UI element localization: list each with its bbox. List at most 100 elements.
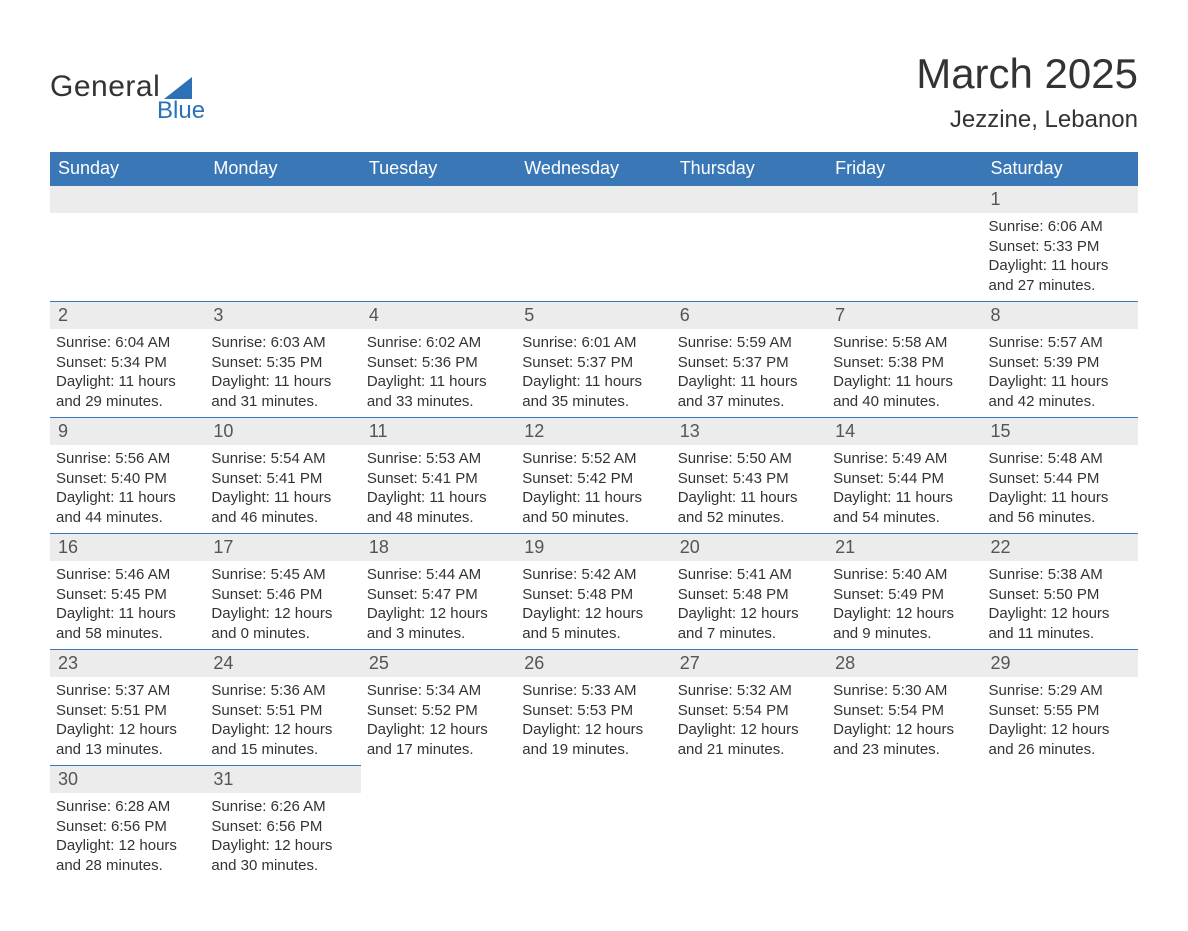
sunset-text: Sunset: 5:52 PM: [367, 701, 508, 721]
day-details: Sunrise: 5:36 AMSunset: 5:51 PMDaylight:…: [205, 677, 360, 765]
calendar-cell: 21Sunrise: 5:40 AMSunset: 5:49 PMDayligh…: [827, 534, 982, 650]
sunrise-text: Sunrise: 5:50 AM: [678, 449, 819, 469]
calendar-cell: 2Sunrise: 6:04 AMSunset: 5:34 PMDaylight…: [50, 302, 205, 418]
calendar-week-row: 30Sunrise: 6:28 AMSunset: 6:56 PMDayligh…: [50, 766, 1138, 882]
day-number-empty: [672, 186, 827, 213]
sunset-text: Sunset: 5:44 PM: [833, 469, 974, 489]
day-details: Sunrise: 5:53 AMSunset: 5:41 PMDaylight:…: [361, 445, 516, 533]
day-number: 8: [983, 302, 1138, 329]
day-details: Sunrise: 5:45 AMSunset: 5:46 PMDaylight:…: [205, 561, 360, 649]
calendar-cell: [827, 186, 982, 302]
sunrise-text: Sunrise: 5:48 AM: [989, 449, 1130, 469]
day-number-empty: [516, 186, 671, 213]
calendar-cell: 15Sunrise: 5:48 AMSunset: 5:44 PMDayligh…: [983, 418, 1138, 534]
calendar-cell: 23Sunrise: 5:37 AMSunset: 5:51 PMDayligh…: [50, 650, 205, 766]
sunset-text: Sunset: 5:39 PM: [989, 353, 1130, 373]
day-details: Sunrise: 5:38 AMSunset: 5:50 PMDaylight:…: [983, 561, 1138, 649]
sunset-text: Sunset: 5:41 PM: [211, 469, 352, 489]
sunset-text: Sunset: 5:47 PM: [367, 585, 508, 605]
day-details: Sunrise: 5:59 AMSunset: 5:37 PMDaylight:…: [672, 329, 827, 417]
day-number: 29: [983, 650, 1138, 677]
daylight-text: Daylight: 11 hours and 27 minutes.: [989, 256, 1130, 295]
calendar-cell: 9Sunrise: 5:56 AMSunset: 5:40 PMDaylight…: [50, 418, 205, 534]
daylight-text: Daylight: 12 hours and 3 minutes.: [367, 604, 508, 643]
sunset-text: Sunset: 5:50 PM: [989, 585, 1130, 605]
day-number: 4: [361, 302, 516, 329]
sunset-text: Sunset: 5:49 PM: [833, 585, 974, 605]
day-number: 22: [983, 534, 1138, 561]
day-number: 25: [361, 650, 516, 677]
header: General Blue March 2025 Jezzine, Lebanon: [50, 50, 1138, 134]
sunrise-text: Sunrise: 5:56 AM: [56, 449, 197, 469]
sunrise-text: Sunrise: 5:45 AM: [211, 565, 352, 585]
sunrise-text: Sunrise: 6:03 AM: [211, 333, 352, 353]
daylight-text: Daylight: 11 hours and 50 minutes.: [522, 488, 663, 527]
daylight-text: Daylight: 11 hours and 46 minutes.: [211, 488, 352, 527]
day-number: 24: [205, 650, 360, 677]
day-number: 2: [50, 302, 205, 329]
calendar-cell: 17Sunrise: 5:45 AMSunset: 5:46 PMDayligh…: [205, 534, 360, 650]
day-details: Sunrise: 6:26 AMSunset: 6:56 PMDaylight:…: [205, 793, 360, 881]
daylight-text: Daylight: 12 hours and 23 minutes.: [833, 720, 974, 759]
day-details: Sunrise: 5:37 AMSunset: 5:51 PMDaylight:…: [50, 677, 205, 765]
sunrise-text: Sunrise: 5:59 AM: [678, 333, 819, 353]
sunset-text: Sunset: 5:35 PM: [211, 353, 352, 373]
month-title: March 2025: [916, 50, 1138, 98]
sunset-text: Sunset: 5:34 PM: [56, 353, 197, 373]
calendar-week-row: 1Sunrise: 6:06 AMSunset: 5:33 PMDaylight…: [50, 186, 1138, 302]
daylight-text: Daylight: 11 hours and 37 minutes.: [678, 372, 819, 411]
day-number: 17: [205, 534, 360, 561]
daylight-text: Daylight: 11 hours and 56 minutes.: [989, 488, 1130, 527]
sunrise-text: Sunrise: 6:26 AM: [211, 797, 352, 817]
day-number: 28: [827, 650, 982, 677]
calendar-cell: 1Sunrise: 6:06 AMSunset: 5:33 PMDaylight…: [983, 186, 1138, 302]
sunrise-text: Sunrise: 5:41 AM: [678, 565, 819, 585]
calendar-cell: 22Sunrise: 5:38 AMSunset: 5:50 PMDayligh…: [983, 534, 1138, 650]
calendar-cell: [672, 766, 827, 882]
day-number: 3: [205, 302, 360, 329]
sunrise-text: Sunrise: 5:37 AM: [56, 681, 197, 701]
calendar-cell: 10Sunrise: 5:54 AMSunset: 5:41 PMDayligh…: [205, 418, 360, 534]
calendar-cell: 20Sunrise: 5:41 AMSunset: 5:48 PMDayligh…: [672, 534, 827, 650]
calendar-cell: 3 Sunrise: 6:03 AMSunset: 5:35 PMDaylight…: [205, 302, 360, 418]
sunset-text: Sunset: 5:55 PM: [989, 701, 1130, 721]
sunrise-text: Sunrise: 5:30 AM: [833, 681, 974, 701]
sunset-text: Sunset: 6:56 PM: [211, 817, 352, 837]
daylight-text: Daylight: 11 hours and 31 minutes.: [211, 372, 352, 411]
daylight-text: Daylight: 12 hours and 7 minutes.: [678, 604, 819, 643]
calendar-cell: [827, 766, 982, 882]
day-details: Sunrise: 5:33 AMSunset: 5:53 PMDaylight:…: [516, 677, 671, 765]
sunrise-text: Sunrise: 6:01 AM: [522, 333, 663, 353]
sunset-text: Sunset: 5:48 PM: [522, 585, 663, 605]
day-number: 31: [205, 766, 360, 793]
calendar-cell: 12Sunrise: 5:52 AMSunset: 5:42 PMDayligh…: [516, 418, 671, 534]
sunset-text: Sunset: 5:46 PM: [211, 585, 352, 605]
day-number: 13: [672, 418, 827, 445]
day-number: 6: [672, 302, 827, 329]
calendar-cell: 13 Sunrise: 5:50 AMSunset: 5:43 PMDayligh…: [672, 418, 827, 534]
sunset-text: Sunset: 5:40 PM: [56, 469, 197, 489]
calendar-table: Sunday Monday Tuesday Wednesday Thursday…: [50, 152, 1138, 881]
sunset-text: Sunset: 5:36 PM: [367, 353, 508, 373]
day-details: Sunrise: 6:28 AMSunset: 6:56 PMDaylight:…: [50, 793, 205, 881]
sunrise-text: Sunrise: 6:06 AM: [989, 217, 1130, 237]
calendar-cell: 16Sunrise: 5:46 AMSunset: 5:45 PMDayligh…: [50, 534, 205, 650]
sunset-text: Sunset: 5:38 PM: [833, 353, 974, 373]
day-details: Sunrise: 5:34 AMSunset: 5:52 PMDaylight:…: [361, 677, 516, 765]
day-details: Sunrise: 5:30 AMSunset: 5:54 PMDaylight:…: [827, 677, 982, 765]
calendar-cell: 18Sunrise: 5:44 AMSunset: 5:47 PMDayligh…: [361, 534, 516, 650]
day-number-empty: [205, 186, 360, 213]
day-number: 7: [827, 302, 982, 329]
sunrise-text: Sunrise: 5:49 AM: [833, 449, 974, 469]
sunset-text: Sunset: 5:43 PM: [678, 469, 819, 489]
daylight-text: Daylight: 11 hours and 52 minutes.: [678, 488, 819, 527]
sunrise-text: Sunrise: 5:54 AM: [211, 449, 352, 469]
calendar-cell: 24Sunrise: 5:36 AMSunset: 5:51 PMDayligh…: [205, 650, 360, 766]
sunset-text: Sunset: 5:53 PM: [522, 701, 663, 721]
day-number: 27: [672, 650, 827, 677]
day-details: Sunrise: 5:32 AMSunset: 5:54 PMDaylight:…: [672, 677, 827, 765]
calendar-cell: 14Sunrise: 5:49 AMSunset: 5:44 PMDayligh…: [827, 418, 982, 534]
calendar-cell: [205, 186, 360, 302]
day-number: 20: [672, 534, 827, 561]
day-number: 16: [50, 534, 205, 561]
